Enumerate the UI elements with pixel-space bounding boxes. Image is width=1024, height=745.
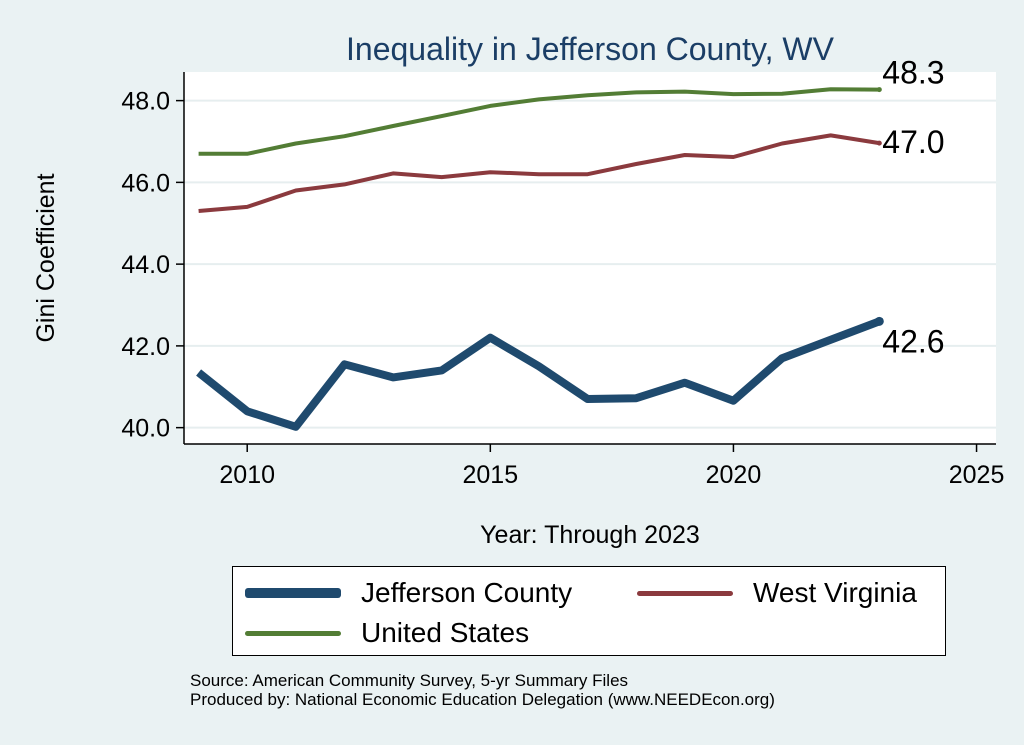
legend-swatch-united-states bbox=[245, 630, 341, 636]
legend-item-jefferson-county: Jefferson County bbox=[245, 577, 572, 609]
x-tick-label: 2025 bbox=[949, 461, 1005, 489]
series-line-jefferson-county bbox=[196, 317, 881, 431]
producer-line: Produced by: National Economic Education… bbox=[190, 690, 775, 709]
end-point-west-virginia bbox=[876, 140, 882, 146]
source-line: Source: American Community Survey, 5-yr … bbox=[190, 671, 629, 690]
legend-swatch-jefferson-county bbox=[245, 588, 341, 598]
y-tick-label: 48.0 bbox=[121, 88, 170, 116]
legend-label-jefferson-county: Jefferson County bbox=[361, 577, 573, 608]
y-tick-label: 44.0 bbox=[121, 251, 170, 279]
plot-area bbox=[184, 72, 996, 444]
x-tick-label: 2015 bbox=[463, 461, 519, 489]
legend-label-west-virginia: West Virginia bbox=[753, 577, 917, 608]
legend-item-west-virginia: West Virginia bbox=[637, 577, 917, 609]
legend-label-united-states: United States bbox=[361, 617, 530, 648]
end-label-united-states: 48.3 bbox=[882, 55, 944, 91]
x-tick-label: 2010 bbox=[219, 461, 275, 489]
chart-title: Inequality in Jefferson County, WV bbox=[346, 31, 835, 67]
y-axis-title: Gini Coefficient bbox=[32, 173, 60, 342]
end-point-jefferson-county bbox=[874, 316, 884, 326]
x-axis-title: Year: Through 2023 bbox=[480, 521, 700, 549]
series-line-west-virginia bbox=[198, 133, 880, 213]
end-point-united-states bbox=[876, 87, 882, 93]
y-tick-label: 46.0 bbox=[121, 169, 170, 197]
y-tick-label: 42.0 bbox=[121, 333, 170, 361]
series-line-united-states bbox=[198, 87, 880, 156]
legend-swatch-west-virginia bbox=[637, 590, 733, 596]
legend-item-united-states: United States bbox=[245, 617, 529, 649]
y-tick-label: 40.0 bbox=[121, 415, 170, 443]
end-label-jefferson-county: 42.6 bbox=[882, 323, 944, 359]
source-note: Source: American Community Survey, 5-yr … bbox=[190, 671, 775, 709]
end-label-west-virginia: 47.0 bbox=[882, 124, 944, 160]
x-tick-label: 2020 bbox=[706, 461, 762, 489]
chart-legend: Jefferson County West Virginia United St… bbox=[232, 566, 946, 656]
